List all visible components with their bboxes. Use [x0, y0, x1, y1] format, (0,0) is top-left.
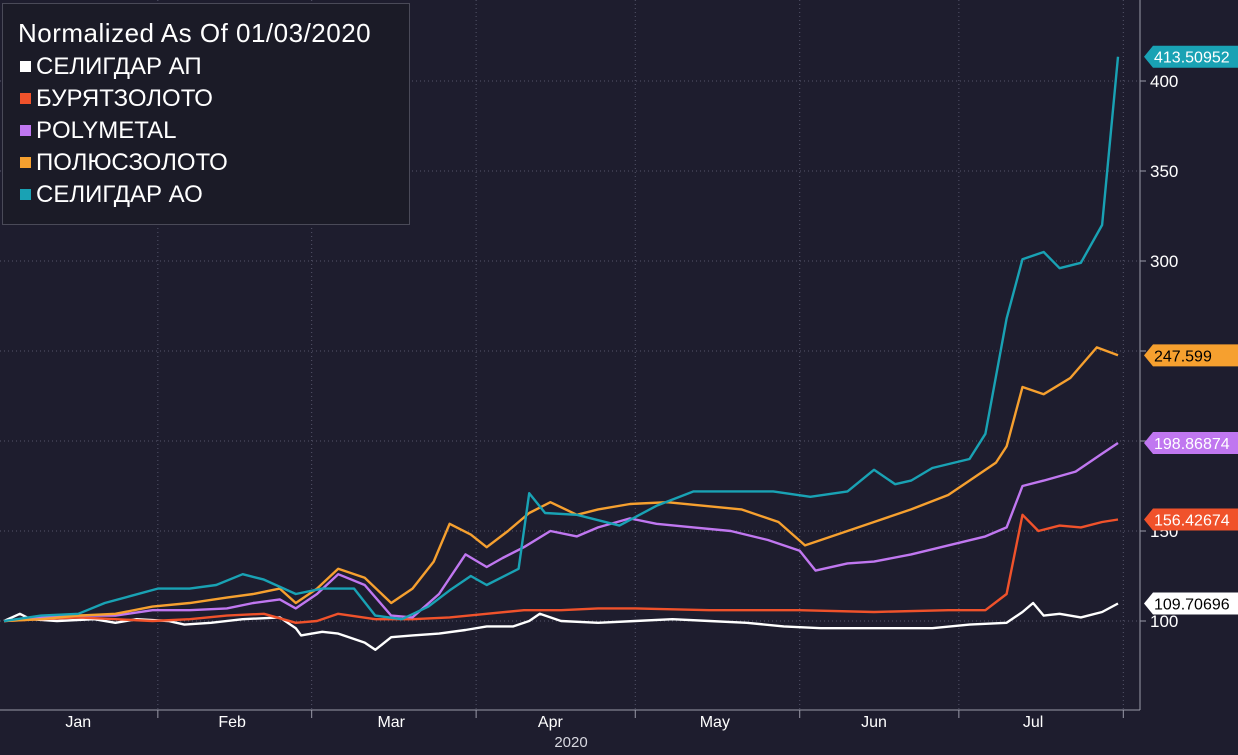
legend-label: POLYMETAL	[36, 117, 177, 144]
value-tag-label: 198.86874	[1154, 436, 1230, 453]
last-value-tags: 109.70696 156.42674 198.86874 247.599 413.50…	[1144, 45, 1238, 615]
series-line	[3, 601, 1119, 651]
value-tag-label: 413.50952	[1154, 50, 1230, 67]
y-tick-label: 100	[1150, 612, 1178, 631]
value-tag-label: 109.70696	[1154, 597, 1230, 614]
legend-label: ПОЛЮСЗОЛОТО	[36, 149, 228, 176]
y-tick-label: 300	[1150, 252, 1178, 271]
legend-title: Normalized As Of 01/03/2020	[18, 18, 372, 48]
series-line	[3, 513, 1119, 624]
x-tick-label: May	[700, 714, 730, 731]
x-tick-label: Feb	[218, 714, 246, 731]
series-line	[3, 442, 1119, 623]
legend-label: БУРЯТЗОЛОТО	[36, 85, 213, 112]
x-tick-label: Apr	[538, 714, 564, 731]
value-tag	[1144, 508, 1238, 531]
value-tag	[1144, 431, 1238, 454]
y-tick-label: 400	[1150, 72, 1178, 91]
legend-label: СЕЛИГДАР АП	[36, 53, 202, 80]
x-tick-label: Jun	[861, 714, 887, 731]
legend-swatch	[20, 157, 31, 168]
legend-swatch	[20, 93, 31, 104]
y-tick-label: 350	[1150, 162, 1178, 181]
x-axis-title: 2020	[554, 734, 587, 751]
legend-swatch	[20, 125, 31, 136]
legend: Normalized As Of 01/03/2020 СЕЛИГДАР АП …	[2, 3, 410, 225]
series-line	[3, 56, 1120, 623]
legend-swatch	[20, 189, 31, 200]
value-tag-label: 247.599	[1154, 348, 1212, 365]
series-lines	[3, 56, 1120, 651]
x-tick-label: Jul	[1023, 714, 1043, 731]
x-tick-label: Jan	[65, 714, 91, 731]
legend-label: СЕЛИГДАР АО	[36, 181, 203, 208]
legend-swatch	[20, 61, 31, 72]
value-tag-label: 156.42674	[1154, 512, 1230, 529]
value-tag	[1144, 592, 1238, 615]
x-axis: Jan Feb Mar Apr May Jun Jul	[0, 709, 1140, 731]
value-tag	[1144, 45, 1238, 68]
value-tag	[1144, 344, 1238, 367]
x-tick-label: Mar	[377, 714, 405, 731]
